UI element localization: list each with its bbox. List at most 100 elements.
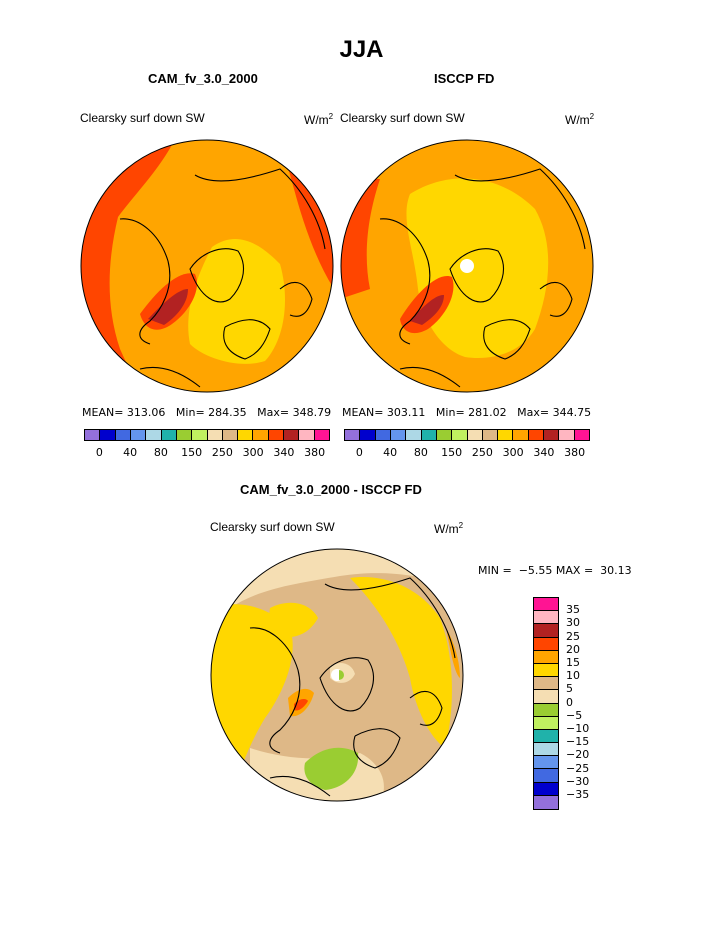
colorbar-swatch (161, 430, 177, 440)
panel3-colorbar-ticks: 35 30 25 20 15 10 5 0 −5 −10 −15 −20 −25 −30 −35 (566, 597, 606, 809)
colorbar-swatch (534, 729, 558, 744)
colorbar-swatch (100, 430, 116, 440)
panel2-region-greenland-core (410, 294, 444, 325)
panel1-region-greenland-core (148, 289, 188, 325)
panel3-region-pole-green (339, 670, 344, 680)
colorbar-swatch (192, 430, 208, 440)
colorbar-tick-label: 380 (564, 446, 586, 459)
colorbar-swatch (534, 703, 558, 717)
panel1-region-red-west (81, 140, 175, 392)
panel2-polar-map (340, 139, 594, 393)
panel1-colorbar-ticks: 0 40 80 150 250 300 340 380 (84, 446, 330, 460)
panel1-stats: MEAN= 313.06 Min= 284.35 Max= 348.79 (82, 406, 332, 419)
colorbar-swatch (436, 430, 453, 440)
colorbar-swatch (482, 430, 499, 440)
panel3-coastlines (249, 577, 456, 797)
colorbar-tick-label: 340 (273, 446, 295, 459)
colorbar-swatch (284, 430, 300, 440)
colorbar-swatch (375, 430, 391, 440)
colorbar-swatch (130, 430, 147, 440)
colorbar-swatch (574, 430, 589, 440)
panel3-map-border (210, 548, 464, 802)
colorbar-tick-label: 150 (441, 446, 463, 459)
colorbar-swatch (534, 637, 558, 651)
panel3-title: CAM_fv_3.0_2000 - ISCCP FD (240, 482, 422, 497)
colorbar-swatch (406, 430, 422, 440)
panel3-region-green (304, 747, 359, 790)
panel2-colorbar (344, 429, 590, 441)
colorbar-swatch (452, 430, 468, 440)
colorbar-swatch (299, 430, 315, 440)
colorbar-swatch (544, 430, 560, 440)
colorbar-swatch (534, 624, 558, 638)
colorbar-tick-label: 0 (355, 446, 363, 459)
panel2-variable-label: Clearsky surf down SW (340, 111, 465, 125)
colorbar-swatch (534, 769, 558, 783)
colorbar-tick-label: 300 (502, 446, 524, 459)
colorbar-swatch (498, 430, 514, 440)
colorbar-swatch (238, 430, 254, 440)
colorbar-swatch (176, 430, 193, 440)
panel2-title: ISCCP FD (434, 71, 495, 86)
colorbar-swatch (534, 611, 558, 625)
colorbar-tick-label: 0 (95, 446, 103, 459)
colorbar-swatch (534, 795, 558, 809)
panel1-polar-map (80, 139, 334, 393)
panel3-polar-map (210, 548, 464, 802)
colorbar-swatch (528, 430, 545, 440)
colorbar-tick-label: −10 (566, 722, 590, 735)
colorbar-tick-label: 25 (566, 629, 580, 643)
panel3-region-orange-east (446, 628, 460, 678)
colorbar-swatch (534, 716, 558, 730)
panel2-coastlines (379, 168, 586, 388)
page-title: JJA (339, 36, 384, 63)
colorbar-swatch (253, 430, 269, 440)
panel1-title: CAM_fv_3.0_2000 (148, 71, 258, 86)
colorbar-swatch (390, 430, 407, 440)
colorbar-tick-label: 380 (304, 446, 326, 459)
colorbar-tick-label: −5 (566, 708, 583, 722)
colorbar-tick-label: 300 (242, 446, 264, 459)
colorbar-tick-label: 20 (566, 642, 580, 656)
colorbar-swatch (534, 743, 558, 757)
colorbar-swatch (534, 650, 558, 664)
panel3-colorbar (533, 597, 559, 810)
colorbar-swatch (115, 430, 131, 440)
panel3-region-yellow-north (269, 602, 318, 638)
colorbar-swatch (559, 430, 575, 440)
colorbar-tick-label: 250 (471, 446, 493, 459)
colorbar-swatch (534, 598, 558, 612)
colorbar-swatch (534, 663, 558, 678)
colorbar-swatch (534, 677, 558, 691)
colorbar-tick-label: 10 (566, 669, 580, 683)
panel3-region-yellow-east (350, 577, 452, 748)
panel1-variable-label: Clearsky surf down SW (80, 111, 205, 125)
colorbar-swatch (467, 430, 483, 440)
colorbar-tick-label: −25 (566, 761, 590, 775)
colorbar-swatch (207, 430, 223, 440)
colorbar-swatch (146, 430, 162, 440)
colorbar-swatch (268, 430, 285, 440)
colorbar-tick-label: −35 (566, 788, 590, 801)
colorbar-tick-label: 80 (153, 446, 168, 459)
colorbar-tick-label: −15 (566, 735, 590, 749)
colorbar-tick-label: 0 (566, 695, 573, 709)
panel2-units: W/m2 (565, 112, 595, 127)
colorbar-swatch (222, 430, 239, 440)
colorbar-swatch (360, 430, 376, 440)
colorbar-swatch (513, 430, 529, 440)
panel3-variable-label: Clearsky surf down SW (210, 520, 335, 534)
colorbar-tick-label: 340 (533, 446, 555, 459)
panel1-map-border (80, 139, 334, 393)
panel1-coastlines (119, 168, 326, 388)
panel2-map-border (340, 139, 594, 393)
colorbar-tick-label: 40 (123, 446, 138, 459)
colorbar-tick-label: 35 (566, 603, 580, 617)
colorbar-tick-label: 250 (211, 446, 233, 459)
colorbar-swatch (345, 430, 361, 440)
colorbar-swatch (421, 430, 437, 440)
panel1-colorbar (84, 429, 330, 441)
panel1-units: W/m2 (304, 112, 334, 127)
panel2-stats: MEAN= 303.11 Min= 281.02 Max= 344.75 (342, 406, 592, 419)
colorbar-tick-label: 30 (566, 616, 580, 630)
